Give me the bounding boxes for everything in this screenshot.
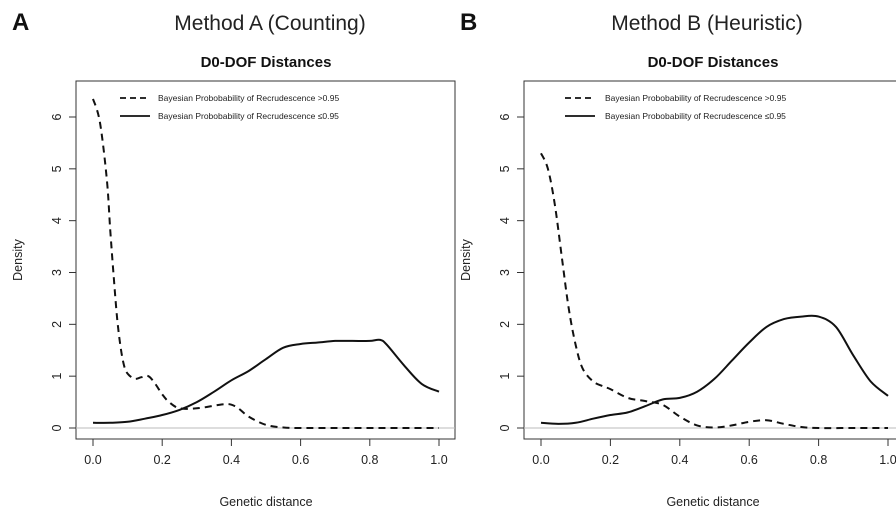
x-tick-label: 0.0 [84,453,101,467]
y-tick-label: 2 [498,321,512,328]
x-tick-label: 0.6 [292,453,309,467]
legend-label-solid: Bayesian Probobability of Recrudescence … [158,111,339,121]
y-tick-label: 5 [498,165,512,172]
x-tick-label: 0.2 [602,453,619,467]
y-axis-label: Density [11,238,25,280]
legend-label-solid: Bayesian Probobability of Recrudescence … [605,111,786,121]
x-axis: 0.0 0.2 0.4 0.6 0.8 1.0 [84,439,448,467]
series-layer [92,98,440,430]
series-line-recrudescence-low [92,338,440,424]
plot-frame [523,80,896,440]
x-tick-label: 0.8 [810,453,827,467]
y-tick-label: 0 [498,424,512,431]
x-tick-label: 0.4 [671,453,688,467]
y-tick-label: 6 [50,113,64,120]
panel-letter: A [12,9,29,36]
x-tick-label: 0.0 [532,453,549,467]
y-tick-label: 6 [498,113,512,120]
y-tick-label: 2 [50,321,64,328]
chart-title: D0-DOF Distances [648,54,779,71]
y-tick-label: 3 [50,269,64,276]
legend-label-dashed: Bayesian Probobability of Recrudescence … [158,93,339,103]
y-axis-label: Density [459,238,473,280]
y-tick-label: 4 [498,217,512,224]
y-axis: 0 1 2 3 4 5 6 [50,113,76,431]
y-axis: 0 1 2 3 4 5 6 [498,113,524,431]
plot-frame [75,80,456,440]
y-tick-label: 3 [498,269,512,276]
panel-b: B Method B (Heuristic) D0-DOF Distances … [459,9,896,509]
legend-label-dashed: Bayesian Probobability of Recrudescence … [605,93,786,103]
panel-heading: Method B (Heuristic) [611,12,802,35]
x-tick-label: 0.4 [223,453,240,467]
series-line-recrudescence-high [540,152,888,430]
series-line-recrudescence-low [540,314,889,425]
x-axis-label: Genetic distance [219,495,312,509]
x-tick-label: 1.0 [430,453,447,467]
x-axis: 0.0 0.2 0.4 0.6 0.8 1.0 [532,439,896,467]
x-tick-label: 0.6 [741,453,758,467]
y-tick-label: 5 [50,165,64,172]
series-line-recrudescence-high [92,98,439,430]
x-tick-label: 1.0 [879,453,896,467]
y-tick-label: 1 [498,373,512,380]
panel-heading: Method A (Counting) [174,12,365,35]
panel-a: A Method A (Counting) D0-DOF Distances 0… [11,9,456,509]
y-tick-label: 0 [50,424,64,431]
y-tick-label: 1 [50,373,64,380]
series-layer [540,152,889,430]
x-axis-label: Genetic distance [666,495,759,509]
panel-letter: B [460,9,477,36]
legend: Bayesian Probobability of Recrudescence … [565,93,786,121]
legend: Bayesian Probobability of Recrudescence … [120,93,339,121]
x-tick-label: 0.8 [361,453,378,467]
chart-title: D0-DOF Distances [201,54,332,71]
x-tick-label: 0.2 [154,453,171,467]
y-tick-label: 4 [50,217,64,224]
